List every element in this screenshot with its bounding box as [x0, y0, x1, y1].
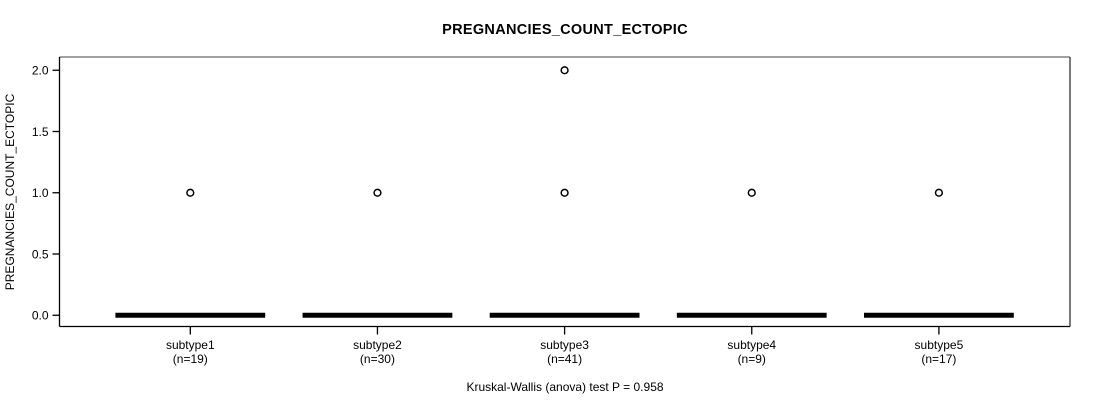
x-tick-n-label: (n=19) — [173, 352, 208, 366]
outlier-point — [934, 188, 944, 197]
outlier-point — [560, 188, 569, 197]
outlier-point — [747, 188, 756, 197]
y-tick-label: 2.0 — [32, 64, 49, 78]
x-tick-label: subtype4 — [727, 338, 776, 352]
outlier-point — [560, 66, 569, 75]
outlier-point — [373, 188, 382, 197]
x-tick-label: subtype2 — [353, 338, 402, 352]
chart-title: PREGNANCIES_COUNT_ECTOPIC — [442, 22, 688, 38]
plot-body: 0.00.51.01.52.0subtype1(n=19)subtype2(n=… — [32, 56, 1071, 366]
x-tick-n-label: (n=9) — [738, 352, 766, 366]
x-tick-label: subtype1 — [166, 338, 215, 352]
x-tick-n-label: (n=41) — [547, 352, 582, 366]
stat-test-caption: Kruskal-Wallis (anova) test P = 0.958 — [466, 380, 663, 394]
y-tick-label: 0.0 — [32, 309, 49, 323]
y-tick-label: 1.5 — [32, 125, 49, 139]
x-tick-label: subtype3 — [540, 338, 589, 352]
y-tick-label: 1.0 — [32, 186, 49, 200]
x-tick-n-label: (n=30) — [360, 352, 395, 366]
x-tick-label: subtype5 — [915, 338, 964, 352]
y-tick-label: 0.5 — [32, 247, 49, 261]
x-tick-n-label: (n=17) — [921, 352, 956, 366]
outlier-point — [186, 188, 195, 197]
y-axis-label: PREGNANCIES_COUNT_ECTOPIC — [3, 93, 17, 290]
